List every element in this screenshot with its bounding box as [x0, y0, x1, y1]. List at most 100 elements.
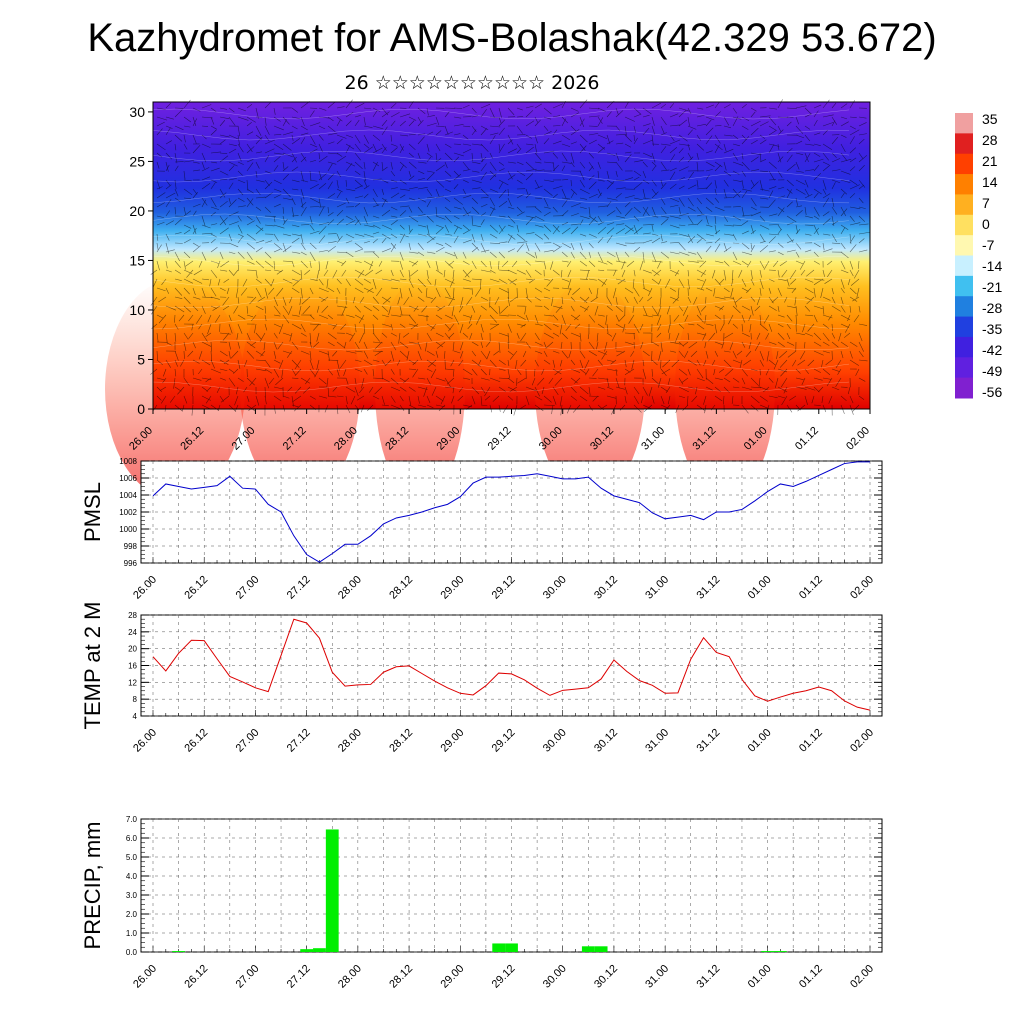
- wind-barb: [453, 287, 455, 299]
- wind-barb: [525, 287, 528, 299]
- wind-barb: [309, 184, 319, 190]
- wind-barb: [795, 332, 806, 336]
- wind-barb: [678, 386, 689, 393]
- wind-barb: [345, 386, 356, 393]
- wind-barb: [651, 215, 659, 218]
- wind-barb: [201, 199, 207, 208]
- wind-barb: [399, 350, 408, 359]
- wind-barb: [437, 305, 446, 312]
- wind-barb: [327, 161, 337, 165]
- wind-barb: [597, 107, 606, 112]
- wind-barb: [750, 305, 754, 316]
- wind-barb: [453, 152, 464, 157]
- wind-barb: [273, 395, 282, 402]
- wind-barb: [354, 386, 359, 397]
- wind-barb: [381, 143, 387, 151]
- wind-barb: [237, 197, 245, 202]
- wind-barb: [669, 197, 680, 203]
- wind-barb: [318, 183, 327, 190]
- wind-barb: [417, 251, 425, 256]
- wind-barb: [840, 208, 848, 217]
- wind-barb: [156, 186, 163, 190]
- wind-barb: [174, 251, 180, 262]
- wind-barb: [804, 134, 811, 142]
- wind-barb: [372, 188, 378, 198]
- wind-barb: [633, 287, 640, 297]
- wind-barb: [291, 125, 298, 130]
- wind-barb: [417, 214, 426, 217]
- wind-barb: [471, 260, 477, 269]
- wind-barb: [750, 120, 761, 127]
- wind-barb: [615, 223, 625, 226]
- wind-barb: [228, 116, 236, 126]
- wind-barb: [678, 110, 687, 118]
- wind-barb: [273, 350, 277, 359]
- wind-barb: [750, 278, 755, 286]
- wind-barb: [516, 314, 526, 320]
- wind-barb: [237, 179, 246, 184]
- wind-barb: [223, 278, 230, 283]
- wind-barb: [525, 251, 536, 258]
- wind-barb: [640, 395, 644, 404]
- wind-barb: [570, 213, 579, 217]
- wind-barb: [206, 386, 212, 392]
- wind-barb: [390, 269, 394, 277]
- wind-barb: [777, 278, 787, 281]
- wind-barb: [561, 260, 569, 263]
- wind-barb: [435, 164, 445, 172]
- wind-barb: [606, 359, 614, 362]
- wind-barb: [525, 217, 534, 226]
- wind-barb: [615, 215, 626, 219]
- wind-barb: [448, 260, 455, 266]
- wind-barb: [579, 161, 586, 169]
- wind-barb: [786, 179, 794, 187]
- wind-barb: [858, 223, 869, 226]
- wind-barb: [210, 167, 220, 172]
- wind-barb: [426, 377, 431, 385]
- wind-barb: [746, 260, 752, 268]
- wind-barb: [255, 287, 262, 298]
- wind-barb: [696, 269, 706, 275]
- colorbar-label: -14: [982, 258, 1002, 274]
- wind-barb: [354, 134, 361, 144]
- wind-barb: [237, 215, 242, 222]
- wind-barb: [452, 341, 455, 352]
- wind-barb: [507, 215, 516, 224]
- wind-barb: [813, 251, 819, 257]
- wind-barb: [201, 332, 208, 342]
- wind-barb: [559, 395, 563, 407]
- wind-barb: [507, 332, 510, 344]
- wind-barb: [804, 113, 812, 118]
- wind-barb: [152, 278, 158, 288]
- wind-barb: [165, 140, 172, 145]
- wind-barb: [471, 242, 480, 251]
- wind-barb: [363, 116, 366, 126]
- colorbar-swatch: [955, 113, 973, 134]
- wind-barb: [669, 350, 676, 353]
- wind-barb: [246, 162, 254, 172]
- wind-barb: [795, 305, 798, 316]
- wind-barb: [579, 242, 583, 251]
- wind-barb: [516, 125, 523, 134]
- wind-barb: [795, 386, 807, 390]
- wind-barb: [786, 332, 791, 340]
- colorbar-swatch: [955, 194, 973, 216]
- wind-barb: [615, 242, 627, 247]
- wind-barb: [192, 305, 199, 312]
- wind-barb: [574, 377, 581, 384]
- wind-barb: [525, 278, 534, 281]
- wind-barb: [687, 323, 695, 326]
- wind-barb: [849, 341, 858, 347]
- wind-barb: [687, 107, 692, 115]
- wind-barb: [750, 404, 759, 412]
- wind-barb: [858, 155, 868, 163]
- wind-barb: [682, 341, 689, 347]
- wind-barb: [489, 305, 498, 314]
- wind-barb: [588, 260, 596, 267]
- wind-barb: [554, 377, 563, 386]
- wind-barb: [341, 305, 347, 316]
- wind-barb: [579, 215, 590, 220]
- wind-barb: [435, 152, 438, 161]
- wind-barb: [212, 305, 221, 311]
- wind-barb: [813, 287, 816, 298]
